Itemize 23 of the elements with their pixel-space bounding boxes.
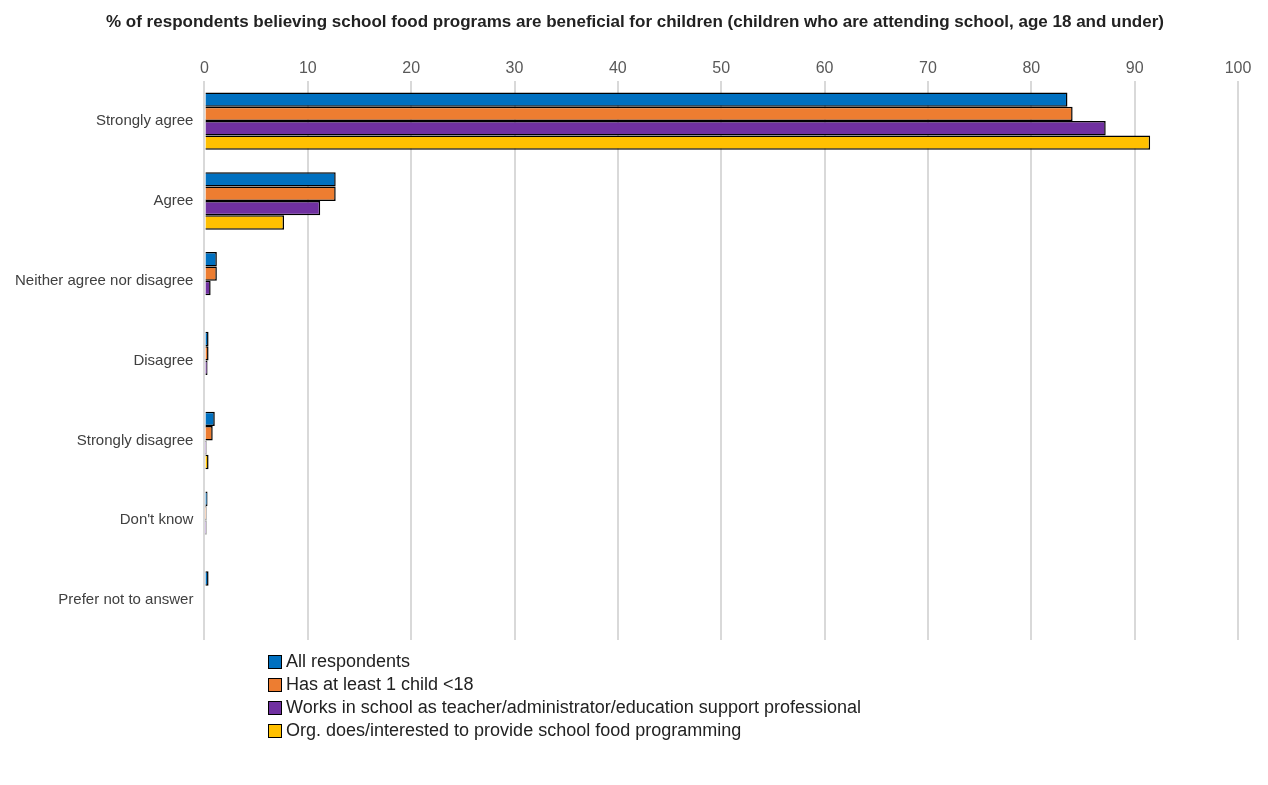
- y-tick-label: Strongly agree: [95, 111, 194, 129]
- x-tick-label: 80: [1022, 59, 1041, 77]
- x-tick-label: 20: [402, 59, 421, 77]
- x-tick-label: 90: [1125, 59, 1144, 77]
- x-tick-label: 50: [712, 59, 731, 77]
- y-tick-label: Agree: [153, 191, 194, 209]
- x-tick-label: 30: [505, 59, 524, 77]
- y-tick-label: Prefer not to answer: [58, 590, 194, 608]
- x-tick-label: 10: [298, 59, 317, 77]
- x-tick-label: 70: [919, 59, 937, 77]
- x-tick-label: 100: [1224, 59, 1252, 77]
- legend-label: Org. does/interested to provide school food programming: [286, 720, 742, 741]
- legend-label: Works in school as teacher/administrator/education support professional: [286, 697, 861, 718]
- y-tick-label: Don't know: [119, 510, 194, 528]
- y-tick-label: Neither agree nor disagree: [14, 270, 194, 288]
- x-tick-label: 40: [608, 59, 627, 77]
- legend-label: Has at least 1 child <18: [286, 674, 474, 695]
- x-tick-label: 60: [815, 59, 834, 77]
- legend-label: All respondents: [286, 651, 411, 672]
- chart-title: % of respondents believing school food programs are beneficial for children (children who are attending school, age 18 and under): [105, 11, 1165, 33]
- x-tick-label: 0: [199, 59, 209, 77]
- y-tick-label: Disagree: [133, 350, 194, 368]
- y-tick-label: Strongly disagree: [76, 430, 194, 448]
